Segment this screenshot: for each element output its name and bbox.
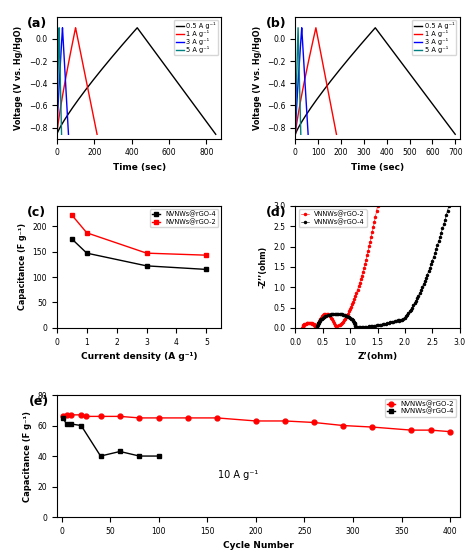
Text: 10 A g⁻¹: 10 A g⁻¹ [218, 470, 258, 480]
NVNWs@rGO-2 [64, 411, 69, 418]
VNNWs@rGO-2 [314, 321, 319, 328]
NVNWs@rGO-4 [64, 421, 69, 428]
Y-axis label: -Z’’(ohm): -Z’’(ohm) [259, 246, 268, 288]
X-axis label: Time (sec): Time (sec) [112, 163, 166, 172]
X-axis label: Cycle Number: Cycle Number [223, 542, 294, 550]
VNNWs@rGO-2 [371, 224, 376, 230]
VNNWs@rGO-4 [314, 325, 320, 331]
Line: NVNWs@rGO-4: NVNWs@rGO-4 [60, 415, 161, 459]
NVNWs@rGO-4 [203, 266, 209, 273]
NVNWs@rGO-2 [203, 252, 209, 259]
Y-axis label: Voltage (V vs. Hg/HgO): Voltage (V vs. Hg/HgO) [14, 26, 23, 130]
Y-axis label: Voltage (V vs. Hg/HgO): Voltage (V vs. Hg/HgO) [253, 26, 262, 130]
NVNWs@rGO-4 [84, 250, 90, 256]
Legend: VNNWs@rGO-2, VNNWs@rGO-4: VNNWs@rGO-2, VNNWs@rGO-4 [299, 209, 367, 227]
NVNWs@rGO-2 [137, 415, 142, 421]
NVNWs@rGO-4 [78, 422, 84, 429]
VNNWs@rGO-4 [401, 315, 406, 322]
NVNWs@rGO-2 [156, 415, 162, 421]
NVNWs@rGO-2 [60, 413, 65, 420]
NVNWs@rGO-2 [428, 427, 434, 434]
Text: (d): (d) [266, 206, 286, 219]
Line: NVNWs@rGO-4: NVNWs@rGO-4 [69, 236, 209, 272]
NVNWs@rGO-2 [340, 422, 346, 429]
Line: VNNWs@rGO-2: VNNWs@rGO-2 [301, 205, 379, 329]
VNNWs@rGO-4 [446, 202, 452, 209]
X-axis label: Current density (A g⁻¹): Current density (A g⁻¹) [81, 352, 197, 361]
NVNWs@rGO-4 [156, 453, 162, 459]
NVNWs@rGO-2 [84, 230, 90, 236]
Text: (b): (b) [266, 17, 286, 29]
Line: NVNWs@rGO-2: NVNWs@rGO-2 [69, 212, 209, 257]
VNNWs@rGO-4 [416, 292, 421, 299]
NVNWs@rGO-2 [282, 418, 288, 424]
VNNWs@rGO-2 [308, 320, 314, 326]
NVNWs@rGO-2 [98, 413, 103, 420]
VNNWs@rGO-4 [353, 325, 358, 331]
X-axis label: Z’(ohm): Z’(ohm) [357, 352, 398, 361]
Y-axis label: Capacitance (F g⁻¹): Capacitance (F g⁻¹) [23, 410, 32, 502]
NVNWs@rGO-2 [311, 419, 317, 426]
NVNWs@rGO-2 [447, 428, 453, 435]
NVNWs@rGO-4 [69, 421, 74, 428]
Text: (c): (c) [27, 206, 46, 219]
VNNWs@rGO-2 [315, 320, 320, 326]
Legend: 0.5 A g⁻¹, 1 A g⁻¹, 3 A g⁻¹, 5 A g⁻¹: 0.5 A g⁻¹, 1 A g⁻¹, 3 A g⁻¹, 5 A g⁻¹ [173, 20, 218, 55]
NVNWs@rGO-4 [69, 236, 75, 242]
NVNWs@rGO-2 [214, 415, 220, 421]
NVNWs@rGO-2 [185, 415, 191, 421]
Legend: NVNWs@rGO-4, NVNWs@rGO-2: NVNWs@rGO-4, NVNWs@rGO-2 [150, 209, 218, 227]
NVNWs@rGO-4 [117, 448, 123, 455]
Line: VNNWs@rGO-4: VNNWs@rGO-4 [316, 205, 450, 329]
NVNWs@rGO-4 [144, 262, 149, 269]
VNNWs@rGO-2 [332, 321, 338, 328]
Y-axis label: Capacitance (F g⁻¹): Capacitance (F g⁻¹) [18, 224, 27, 310]
VNNWs@rGO-2 [313, 325, 319, 331]
VNNWs@rGO-4 [442, 216, 448, 223]
NVNWs@rGO-4 [137, 453, 142, 459]
Legend: NVNWs@rGO-2, NVNWs@rGO-4: NVNWs@rGO-2, NVNWs@rGO-4 [385, 399, 456, 416]
Line: NVNWs@rGO-2: NVNWs@rGO-2 [60, 413, 453, 434]
NVNWs@rGO-2 [144, 250, 149, 256]
NVNWs@rGO-4 [98, 453, 103, 459]
VNNWs@rGO-4 [343, 312, 348, 319]
Text: (a): (a) [27, 17, 47, 29]
VNNWs@rGO-4 [379, 321, 384, 328]
NVNWs@rGO-2 [78, 411, 84, 418]
VNNWs@rGO-2 [318, 314, 324, 321]
VNNWs@rGO-2 [375, 202, 381, 209]
NVNWs@rGO-2 [69, 411, 74, 418]
NVNWs@rGO-2 [370, 424, 375, 430]
NVNWs@rGO-2 [409, 427, 414, 434]
Text: (e): (e) [28, 395, 49, 408]
VNNWs@rGO-2 [300, 325, 305, 331]
NVNWs@rGO-2 [253, 418, 259, 424]
NVNWs@rGO-2 [69, 212, 75, 219]
NVNWs@rGO-4 [60, 415, 65, 421]
NVNWs@rGO-2 [83, 413, 89, 420]
NVNWs@rGO-2 [117, 413, 123, 420]
X-axis label: Time (sec): Time (sec) [351, 163, 404, 172]
Legend: 0.5 A g⁻¹, 1 A g⁻¹, 3 A g⁻¹, 5 A g⁻¹: 0.5 A g⁻¹, 1 A g⁻¹, 3 A g⁻¹, 5 A g⁻¹ [412, 20, 456, 55]
VNNWs@rGO-4 [334, 310, 340, 317]
